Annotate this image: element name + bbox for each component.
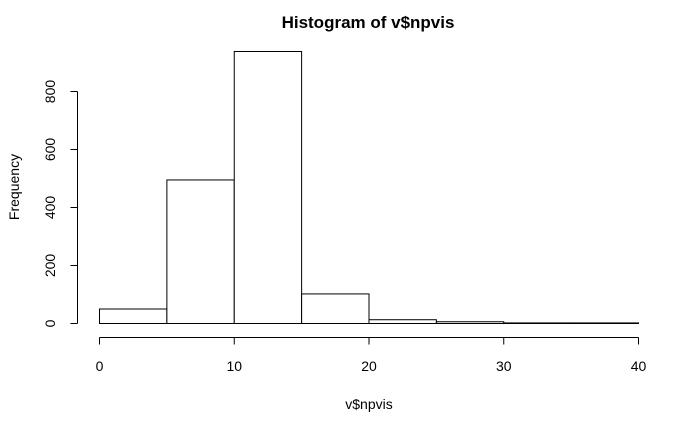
x-tick-label: 20	[361, 358, 377, 374]
histogram-bar	[99, 308, 168, 325]
y-axis-label: Frequency	[6, 154, 22, 220]
histogram-bar	[301, 293, 370, 325]
bars-group	[99, 51, 639, 325]
x-tick-label: 30	[496, 358, 512, 374]
y-tick-label: 200	[42, 254, 58, 278]
histogram-bar	[166, 179, 235, 324]
x-axis-label: v$npvis	[345, 396, 392, 412]
y-tick-label: 800	[42, 80, 58, 104]
histogram-bar	[368, 319, 437, 325]
x-tick-label: 0	[96, 358, 104, 374]
y-tick-label: 400	[42, 196, 58, 220]
y-tick-label: 600	[42, 138, 58, 162]
x-axis: 0 10 20 30 40	[96, 337, 647, 374]
y-axis: 0 200 400 600 800	[42, 80, 78, 327]
histogram-bar	[570, 322, 639, 325]
histogram-bar	[435, 321, 505, 325]
y-tick-label: 0	[42, 319, 58, 327]
x-tick-label: 40	[631, 358, 647, 374]
chart-title: Histogram of v$npvis	[282, 13, 455, 32]
histogram-bar	[503, 322, 572, 325]
histogram-bar	[233, 51, 303, 324]
x-tick-label: 10	[226, 358, 242, 374]
